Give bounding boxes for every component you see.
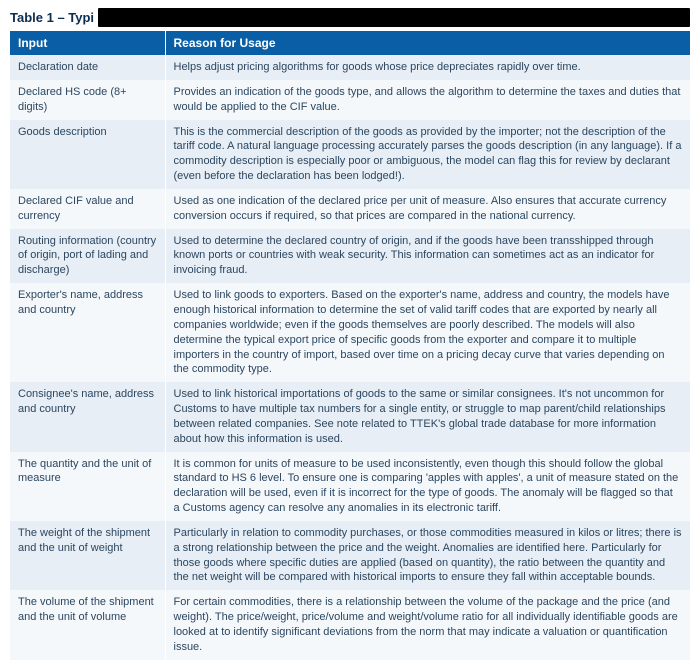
- cell-reason: This is the commercial description of th…: [165, 120, 690, 189]
- table-caption: Table 1 – Typi: [10, 10, 94, 25]
- cell-reason: Used to determine the declared country o…: [165, 229, 690, 284]
- cell-input: The volume of the shipment and the unit …: [10, 590, 165, 659]
- table-row: The volume of the shipment and the unit …: [10, 590, 690, 659]
- table-row: Exporter's name, address and countryUsed…: [10, 283, 690, 382]
- cell-input: The quantity and the unit of measure: [10, 452, 165, 521]
- cell-input: Declaration date: [10, 55, 165, 80]
- cell-reason: Particularly in relation to commodity pu…: [165, 521, 690, 590]
- cell-reason: Used to link historical importations of …: [165, 382, 690, 451]
- cell-input: Declared CIF value and currency: [10, 189, 165, 229]
- cell-input: Declared HS code (8+ digits): [10, 80, 165, 120]
- table-row: Declaration dateHelps adjust pricing alg…: [10, 55, 690, 80]
- col-header-reason: Reason for Usage: [165, 31, 690, 55]
- cell-reason: Used as one indication of the declared p…: [165, 189, 690, 229]
- table-row: The quantity and the unit of measureIt i…: [10, 452, 690, 521]
- table-row: The weight of the shipment and the unit …: [10, 521, 690, 590]
- table-row: Declared CIF value and currencyUsed as o…: [10, 189, 690, 229]
- table-header-row: Input Reason for Usage: [10, 31, 690, 55]
- table-row: Routing information (country of origin, …: [10, 229, 690, 284]
- table-row: Consignee's name, address and countryUse…: [10, 382, 690, 451]
- table-row: Goods descriptionThis is the commercial …: [10, 120, 690, 189]
- cell-input: Routing information (country of origin, …: [10, 229, 165, 284]
- cell-reason: Used to link goods to exporters. Based o…: [165, 283, 690, 382]
- table-caption-row: Table 1 – Typi: [10, 8, 690, 27]
- cell-reason: For certain commodities, there is a rela…: [165, 590, 690, 659]
- cell-reason: Helps adjust pricing algorithms for good…: [165, 55, 690, 80]
- cell-reason: It is common for units of measure to be …: [165, 452, 690, 521]
- cell-reason: Provides an indication of the goods type…: [165, 80, 690, 120]
- table-row: Declared HS code (8+ digits)Provides an …: [10, 80, 690, 120]
- redaction-bar: [98, 8, 690, 27]
- cell-input: The weight of the shipment and the unit …: [10, 521, 165, 590]
- inputs-table: Input Reason for Usage Declaration dateH…: [10, 31, 690, 660]
- cell-input: Exporter's name, address and country: [10, 283, 165, 382]
- cell-input: Goods description: [10, 120, 165, 189]
- col-header-input: Input: [10, 31, 165, 55]
- cell-input: Consignee's name, address and country: [10, 382, 165, 451]
